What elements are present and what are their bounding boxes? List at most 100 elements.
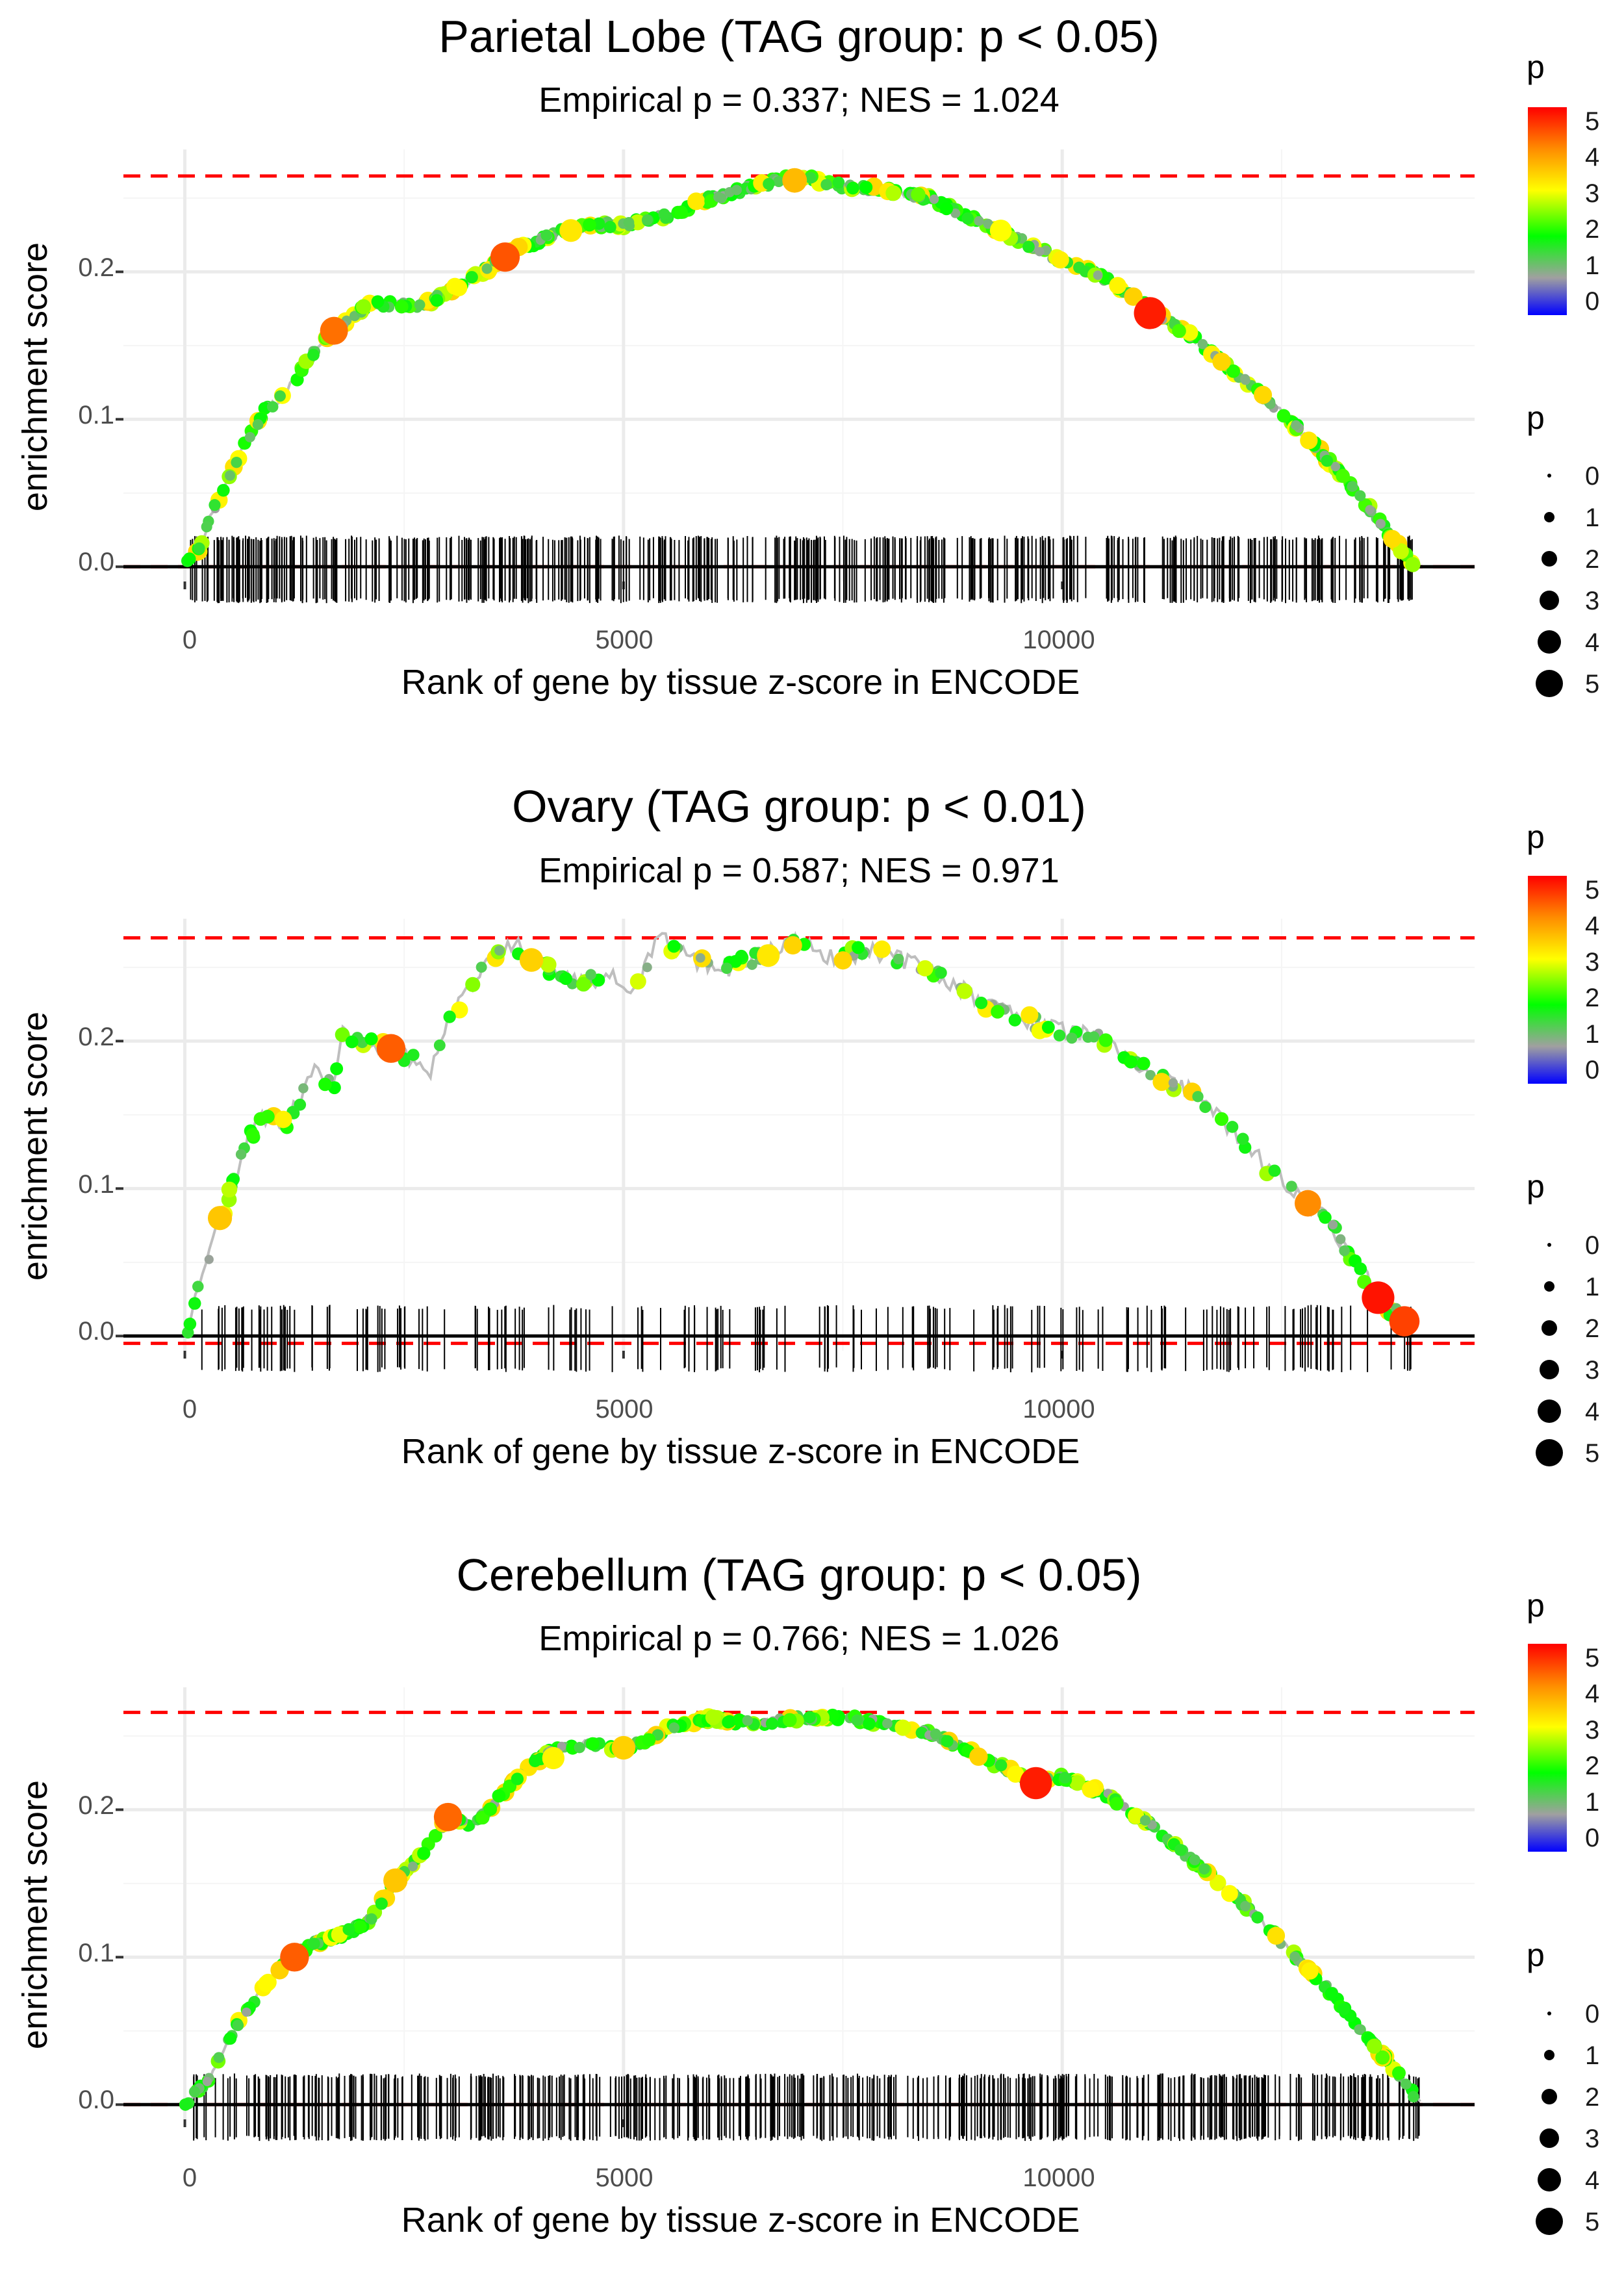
es-point-highlight bbox=[383, 1868, 408, 1893]
es-point bbox=[1254, 385, 1273, 404]
es-point bbox=[192, 1281, 204, 1292]
y-tick-labels: 0.0 0.1 0.2 bbox=[78, 1023, 114, 1346]
es-point bbox=[1035, 247, 1045, 257]
es-point bbox=[224, 470, 236, 481]
es-point bbox=[451, 1001, 468, 1019]
es-point bbox=[1109, 277, 1126, 294]
es-point bbox=[394, 300, 409, 314]
es-point bbox=[585, 1737, 600, 1751]
es-point bbox=[307, 348, 320, 361]
es-point-highlight bbox=[782, 168, 807, 193]
es-point bbox=[557, 1741, 566, 1751]
es-point bbox=[1199, 1863, 1210, 1875]
es-point bbox=[882, 1718, 893, 1729]
es-point bbox=[511, 1772, 524, 1785]
size-key-dot bbox=[1544, 512, 1554, 522]
es-point bbox=[1336, 468, 1350, 483]
es-point bbox=[783, 936, 802, 955]
es-point bbox=[667, 939, 681, 953]
size-key-label: 3 bbox=[1585, 1356, 1599, 1385]
es-point bbox=[345, 1035, 359, 1049]
es-point bbox=[1226, 364, 1241, 378]
size-key-dot bbox=[1544, 1281, 1554, 1292]
es-point bbox=[335, 1027, 350, 1042]
x-axis-title: Rank of gene by tissue z-score in ENCODE bbox=[401, 2201, 1080, 2240]
es-point bbox=[1375, 2050, 1390, 2065]
es-point bbox=[742, 1715, 753, 1726]
es-point-highlight bbox=[376, 1034, 406, 1063]
es-point-highlight bbox=[1019, 1767, 1052, 1800]
es-point bbox=[729, 954, 742, 968]
es-point bbox=[246, 1127, 260, 1142]
es-point bbox=[1221, 1885, 1238, 1902]
es-point bbox=[540, 229, 553, 241]
es-point bbox=[429, 1828, 442, 1843]
es-point bbox=[574, 1742, 585, 1754]
size-key-label: 3 bbox=[1585, 2125, 1599, 2153]
es-point bbox=[833, 951, 852, 970]
size-key-label: 3 bbox=[1585, 587, 1599, 615]
es-point-highlight bbox=[433, 1802, 463, 1832]
panel-ovary: Ovary (TAG group: p < 0.01) Empirical p … bbox=[16, 781, 1599, 1471]
size-key-dot bbox=[1540, 1360, 1559, 1379]
es-point bbox=[603, 221, 616, 234]
es-point bbox=[911, 187, 926, 202]
size-key-dot bbox=[1544, 2050, 1554, 2060]
size-key-dot bbox=[1536, 2208, 1563, 2235]
x-tick-label: 0 bbox=[183, 1395, 197, 1424]
es-point bbox=[1082, 1780, 1100, 1798]
es-point bbox=[950, 208, 961, 218]
es-point-highlight bbox=[490, 242, 520, 272]
es-point bbox=[765, 1717, 779, 1730]
colorbar-tick: 3 bbox=[1585, 1716, 1599, 1744]
es-point bbox=[1139, 1815, 1151, 1826]
es-point bbox=[763, 177, 775, 190]
es-point bbox=[863, 1717, 876, 1730]
es-point bbox=[1354, 1262, 1367, 1275]
x-tick-label: 10000 bbox=[1022, 626, 1095, 654]
es-point bbox=[1172, 324, 1186, 339]
size-key-label: 4 bbox=[1585, 2166, 1599, 2195]
es-point bbox=[1152, 1073, 1171, 1092]
es-point bbox=[259, 1973, 277, 1991]
es-point bbox=[658, 208, 670, 220]
es-point bbox=[450, 279, 468, 297]
legend-size: p 0 1 2 3 4 5 bbox=[1527, 400, 1599, 698]
es-point bbox=[846, 181, 859, 195]
es-point bbox=[629, 973, 646, 990]
size-key-label: 5 bbox=[1585, 1439, 1599, 1468]
es-point bbox=[969, 1747, 988, 1766]
es-point bbox=[893, 953, 904, 965]
es-point bbox=[705, 1709, 721, 1726]
es-point bbox=[695, 952, 705, 963]
plot-area bbox=[116, 149, 1475, 604]
es-point bbox=[494, 945, 505, 956]
es-point bbox=[232, 2019, 244, 2032]
x-tick-label: 5000 bbox=[596, 2164, 653, 2192]
es-point bbox=[929, 194, 939, 204]
es-point bbox=[266, 401, 279, 413]
es-point bbox=[956, 983, 972, 999]
size-key-label: 0 bbox=[1585, 2000, 1599, 2028]
es-point bbox=[1321, 455, 1334, 467]
panel-cerebellum: Cerebellum (TAG group: p < 0.05) Empiric… bbox=[16, 1550, 1599, 2240]
es-point bbox=[1347, 481, 1358, 492]
es-point-highlight bbox=[559, 219, 583, 242]
y-axis-title: enrichment score bbox=[16, 1780, 55, 2049]
legend-colorbar: p 0 1 2 3 4 5 bbox=[1527, 1587, 1599, 1852]
size-key-dot bbox=[1536, 1439, 1563, 1466]
es-point bbox=[1268, 1164, 1281, 1177]
es-points bbox=[179, 1708, 1419, 2111]
es-point bbox=[832, 176, 845, 189]
es-point bbox=[974, 997, 988, 1010]
es-point bbox=[1226, 1121, 1239, 1133]
es-point bbox=[1007, 1765, 1024, 1783]
es-point bbox=[1088, 1031, 1100, 1043]
es-point bbox=[414, 299, 425, 311]
gene-hit-ticks bbox=[193, 2073, 1420, 2141]
es-point bbox=[430, 294, 444, 307]
es-point bbox=[1093, 270, 1103, 280]
es-point bbox=[732, 1713, 746, 1727]
es-point bbox=[188, 1297, 201, 1310]
gene-hit-ticks bbox=[201, 1305, 1412, 1373]
